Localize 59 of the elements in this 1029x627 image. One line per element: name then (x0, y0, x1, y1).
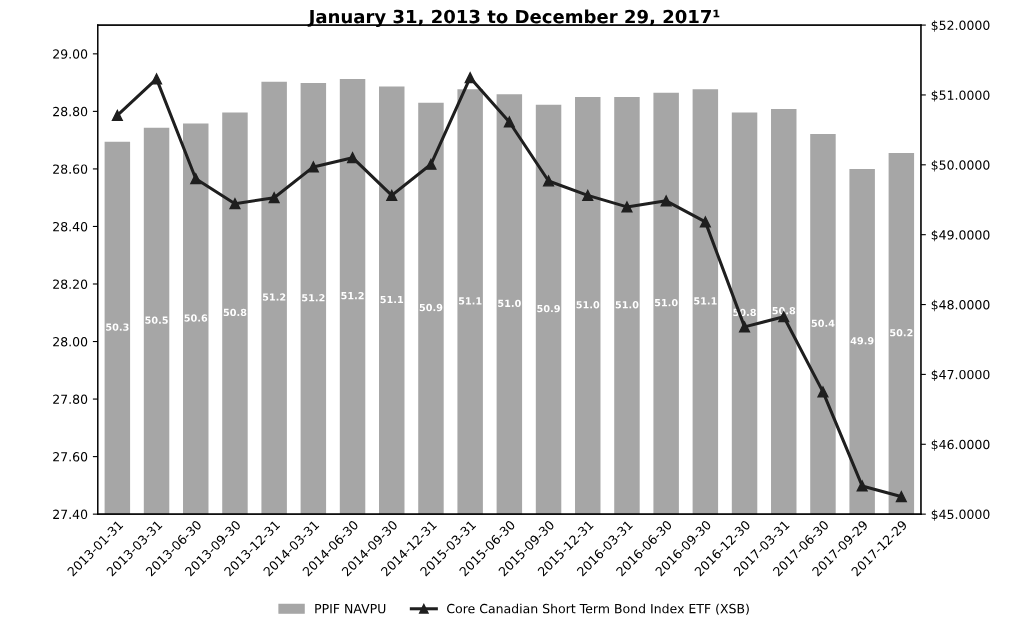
point (111, 109, 123, 121)
point (346, 152, 359, 164)
legend-label: PPIF NAVPU (315, 604, 386, 614)
data-label: 50.3 (106, 323, 129, 331)
point (542, 175, 555, 187)
data-label: 51.0 (654, 298, 678, 307)
point (268, 192, 280, 204)
y2-tick-label: $47.0000 (931, 369, 990, 381)
y2-tick-label: $52.0000 (931, 20, 990, 32)
data-label: 50.8 (772, 307, 796, 315)
point (856, 480, 868, 492)
y-tick-label: 28.20 (53, 279, 88, 289)
data-label: 51.1 (694, 297, 717, 305)
point (425, 158, 437, 170)
point (464, 72, 476, 84)
point (895, 491, 907, 503)
y-tick-label: 28.80 (53, 106, 88, 117)
data-label: 50.8 (223, 308, 247, 317)
y2-tick-label: $45.0000 (931, 509, 990, 521)
point (190, 173, 202, 185)
y-tick-label: 29.00 (53, 49, 88, 59)
data-label: 50.9 (419, 303, 443, 312)
y-tick-label: 28.00 (53, 337, 88, 347)
point (660, 195, 672, 207)
y2-tick-label: $46.0000 (931, 439, 990, 451)
data-label: 50.2 (890, 329, 913, 337)
data-label: 51.2 (302, 294, 325, 302)
point (386, 189, 398, 201)
data-label: 49.9 (850, 337, 874, 345)
y-tick-label: 27.80 (53, 394, 88, 404)
chart-title: January 31, 2013 to December 29, 2017¹ (307, 9, 720, 28)
point (738, 321, 751, 333)
point (582, 189, 594, 201)
data-label: 50.5 (145, 316, 168, 324)
data-label: 51.1 (380, 295, 404, 304)
point (621, 201, 633, 213)
point (699, 216, 711, 228)
y-tick-label: 28.60 (53, 164, 88, 174)
data-label: 51.0 (576, 301, 600, 309)
data-label: 51.0 (615, 301, 639, 309)
y2-tick-label: $49.0000 (931, 229, 990, 242)
y-tick-label: 28.40 (53, 221, 88, 232)
y-tick-label: 27.60 (53, 452, 88, 462)
data-label: 50.9 (537, 304, 560, 313)
y2-tick-label: $48.0000 (931, 299, 990, 312)
data-label: 51.2 (341, 291, 364, 300)
y-tick-label: 27.40 (53, 509, 88, 520)
point (229, 198, 241, 210)
point (817, 386, 829, 398)
data-label: 50.4 (811, 319, 835, 327)
point (503, 116, 515, 128)
data-label: 51.0 (498, 299, 521, 308)
legend-label: Core Canadian Short Term Bond Index ETF (XSB) (447, 603, 749, 615)
data-label: 51.2 (262, 293, 286, 301)
point (307, 161, 319, 173)
y2-tick-label: $51.0000 (931, 90, 990, 102)
data-label: 50.6 (184, 314, 208, 322)
data-label: 51.1 (458, 297, 482, 305)
y2-tick-label: $50.0000 (931, 160, 990, 172)
